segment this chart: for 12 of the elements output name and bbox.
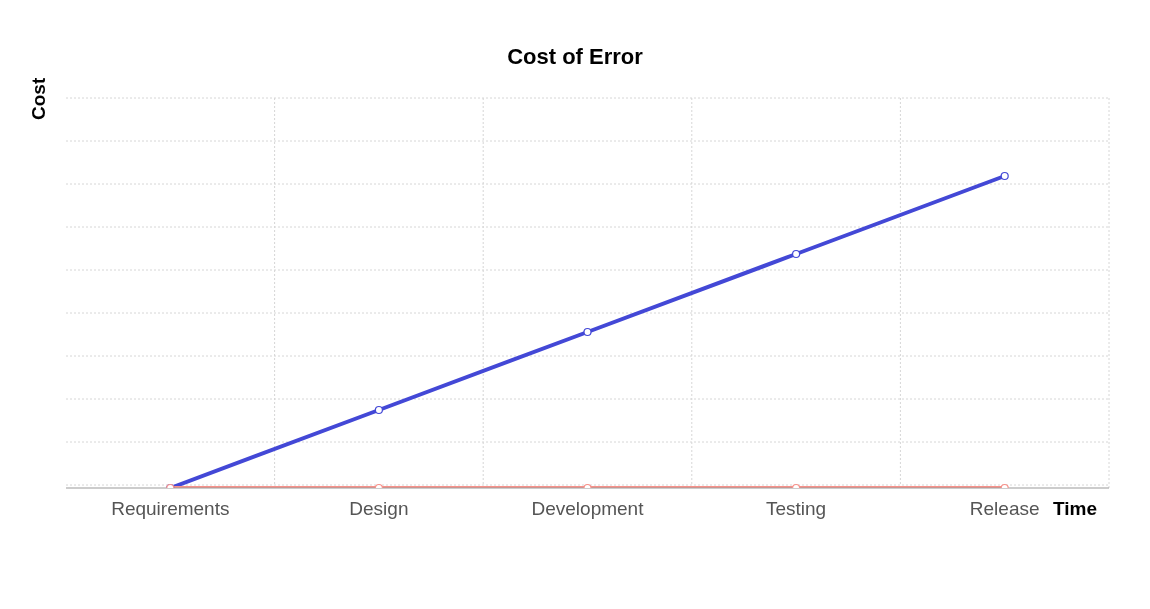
x-tick-label: Testing bbox=[766, 498, 827, 520]
point bbox=[583, 327, 592, 337]
y-axis-title: Cost bbox=[28, 77, 50, 120]
point bbox=[1000, 171, 1009, 181]
point bbox=[792, 249, 801, 259]
chart-title: Cost of Error bbox=[506, 44, 644, 70]
x-tick-label: Requirements bbox=[111, 498, 230, 520]
x-tick-label: Development bbox=[531, 498, 645, 520]
x-tick-label: Release bbox=[969, 498, 1040, 520]
x-axis-title: Time bbox=[1053, 498, 1098, 520]
point bbox=[374, 405, 383, 415]
x-tick-label: Design bbox=[349, 498, 409, 520]
